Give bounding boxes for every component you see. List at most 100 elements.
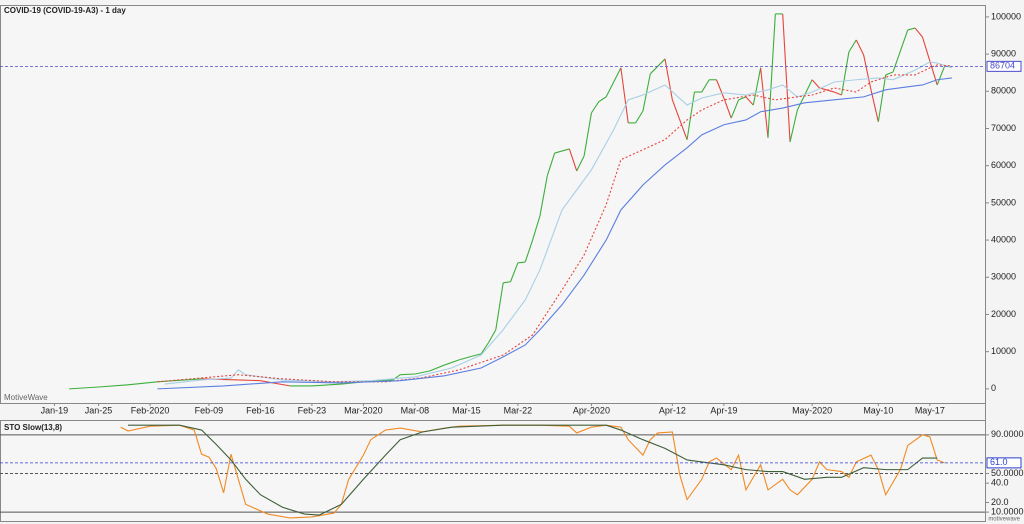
price-segment (568, 148, 578, 172)
price-segment (503, 281, 511, 284)
price-segment (752, 67, 762, 106)
price-segment (583, 112, 592, 157)
price-segment (877, 74, 887, 122)
price-segment (260, 380, 290, 387)
x-tick-label: Apr-12 (659, 405, 686, 415)
price-segment (510, 262, 519, 282)
last-value-box (986, 457, 1022, 469)
y-tick-label: 50000 (991, 197, 1016, 207)
price-segment (671, 99, 688, 140)
price-segment (532, 215, 541, 241)
price-segment (642, 73, 651, 112)
y-tick-label: 10000 (991, 346, 1016, 356)
x-tick-label: May-10 (863, 405, 893, 415)
price-segment (907, 27, 916, 31)
price-segment (730, 99, 740, 119)
price-segment (870, 89, 879, 122)
price-segment (715, 79, 725, 99)
x-tick-label: Feb-2020 (131, 405, 170, 415)
price-segment (686, 91, 695, 140)
x-tick-label: Feb-09 (195, 405, 224, 415)
y-tick-label: 90000 (991, 48, 1016, 58)
series-line (120, 424, 945, 519)
price-segment (760, 67, 769, 138)
y-tick-label: 20000 (991, 309, 1016, 319)
y-tick-label: 30000 (991, 272, 1016, 282)
x-tick-label: Apr-2020 (573, 405, 610, 415)
y-tick-label: 0 (991, 383, 996, 393)
x-tick-label: Jan-19 (41, 405, 69, 415)
x-tick-label: Mar-22 (504, 405, 533, 415)
price-segment (546, 152, 556, 176)
x-tick-label: Apr-19 (710, 405, 737, 415)
x-tick-label: Mar-08 (401, 405, 430, 415)
price-segment (936, 66, 946, 86)
x-tick-label: Feb-23 (298, 405, 327, 415)
price-segment (458, 355, 474, 361)
price-segment (414, 370, 430, 375)
price-segment (863, 54, 872, 90)
series-line (157, 77, 952, 390)
y-tick-label: 10.0000 (991, 506, 1024, 516)
price-segment (885, 71, 894, 76)
x-tick-label: Feb-16 (246, 405, 275, 415)
x-tick-label: Jan-25 (85, 405, 113, 415)
last-value-label: 61.0 (990, 457, 1008, 467)
price-segment (664, 58, 673, 100)
y-tick-label: 70000 (991, 123, 1016, 133)
price-segment (487, 329, 497, 344)
price-segment (554, 148, 570, 154)
price-segment (921, 36, 938, 86)
price-segment (723, 97, 732, 119)
x-tick-label: May-2020 (792, 405, 832, 415)
price-segment (848, 39, 857, 53)
watermark: MotiveWave (4, 393, 48, 402)
price-segment (892, 29, 909, 73)
price-segment (429, 364, 445, 372)
price-segment (127, 381, 158, 386)
price-segment (400, 373, 415, 376)
price-segment (238, 379, 261, 382)
x-tick-label: Mar-15 (452, 405, 481, 415)
last-value-label: 86704 (990, 61, 1015, 71)
price-segment (811, 79, 820, 89)
price-segment (444, 359, 460, 366)
y-tick-label: 40.0 (991, 478, 1009, 488)
price-segment (539, 175, 548, 217)
price-segment (701, 79, 710, 93)
price-segment (833, 91, 842, 96)
x-tick-label: Mar-2020 (344, 405, 383, 415)
price-segment (590, 101, 600, 114)
x-tick-label: May-17 (915, 405, 945, 415)
price-segment (480, 342, 489, 355)
price-segment (98, 384, 129, 388)
indicator-panel (0, 420, 986, 522)
price-segment (473, 353, 482, 357)
series-line (127, 424, 938, 516)
price-panel (0, 5, 986, 404)
price-segment (517, 261, 526, 264)
y-tick-label: 60000 (991, 160, 1016, 170)
price-segment (914, 27, 923, 38)
price-segment (782, 13, 791, 142)
price-segment (841, 51, 850, 96)
y-tick-label: 40000 (991, 234, 1016, 244)
price-segment (635, 110, 644, 124)
y-tick-label: 80000 (991, 86, 1016, 96)
price-segment (311, 383, 342, 387)
price-segment (767, 13, 776, 138)
price-segment (819, 87, 835, 93)
price-segment (157, 378, 202, 383)
y-tick-label: 50.0000 (991, 468, 1024, 478)
footer: motivewave (988, 517, 1020, 523)
y-tick-label: 100000 (991, 11, 1021, 21)
price-segment (605, 67, 622, 98)
price-segment (855, 39, 865, 56)
price-segment (576, 155, 585, 172)
y-tick-label: 90.0000 (991, 429, 1024, 439)
price-segment (738, 96, 747, 101)
price-segment (524, 239, 534, 263)
price-segment (745, 96, 754, 106)
y-tick-label: 20.0 (991, 497, 1009, 507)
